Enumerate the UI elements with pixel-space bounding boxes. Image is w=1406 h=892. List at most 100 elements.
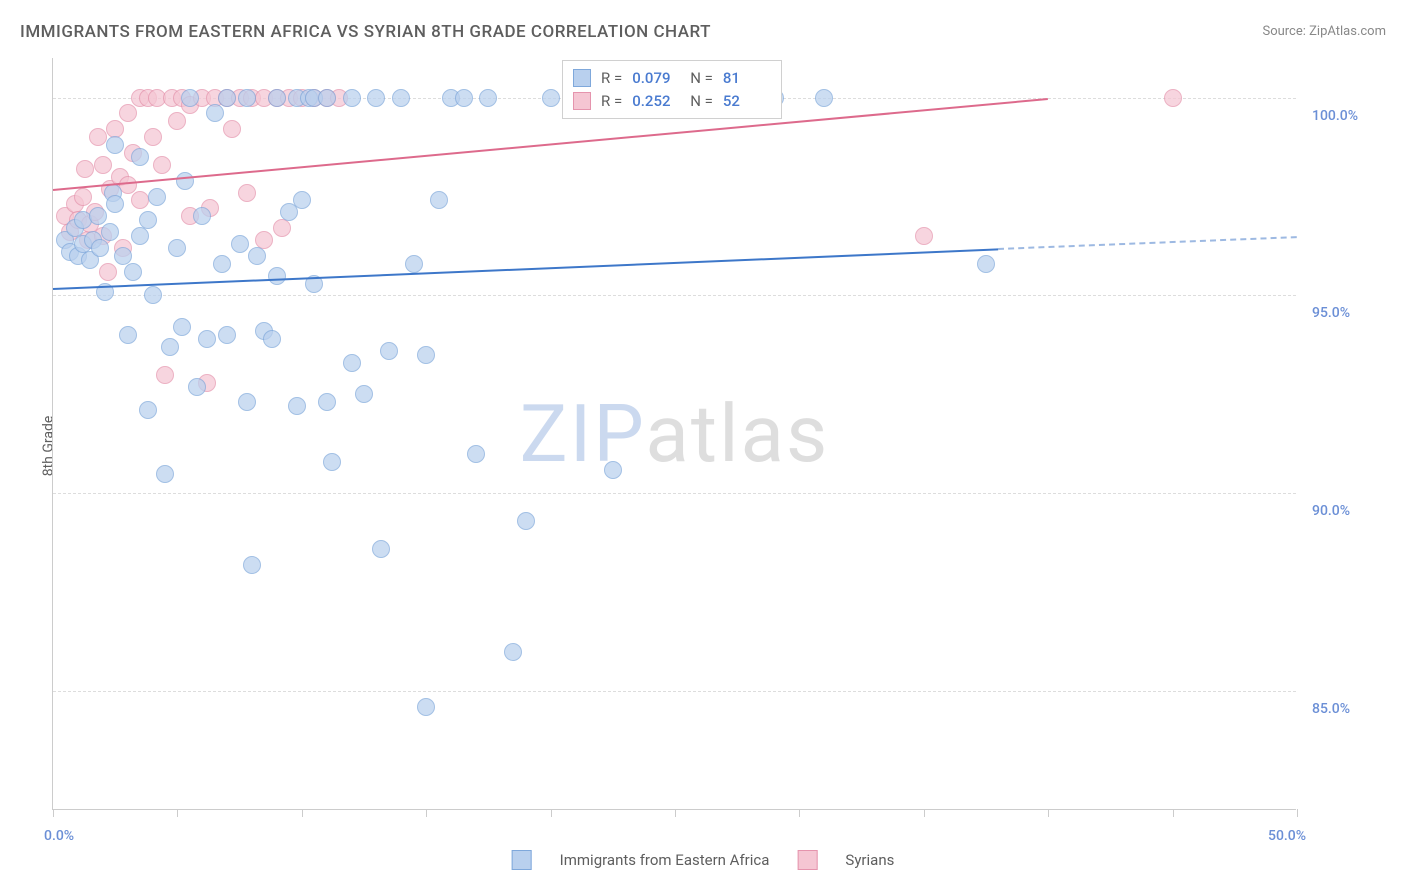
x-tick (1173, 809, 1174, 817)
scatter-marker (417, 698, 435, 716)
scatter-marker (288, 397, 306, 415)
scatter-marker (156, 465, 174, 483)
scatter-marker (323, 453, 341, 471)
scatter-marker (94, 156, 112, 174)
scatter-marker (99, 263, 117, 281)
legend-label-syrians: Syrians (845, 851, 894, 869)
scatter-marker (144, 128, 162, 146)
scatter-marker (119, 326, 137, 344)
scatter-marker (243, 556, 261, 574)
x-tick (675, 809, 676, 817)
scatter-marker (405, 255, 423, 273)
gridline (53, 493, 1296, 494)
scatter-marker (119, 104, 137, 122)
scatter-marker (198, 330, 216, 348)
scatter-marker (318, 393, 336, 411)
scatter-marker (915, 227, 933, 245)
scatter-marker (131, 227, 149, 245)
scatter-marker (161, 338, 179, 356)
stat-n-value: 52 (723, 90, 771, 113)
x-tick (924, 809, 925, 817)
scatter-marker (139, 401, 157, 419)
scatter-marker (193, 207, 211, 225)
x-tick (302, 809, 303, 817)
scatter-marker (815, 89, 833, 107)
scatter-marker (417, 346, 435, 364)
x-tick-label: 0.0% (44, 828, 74, 844)
legend-swatch-eastern-africa (512, 850, 532, 870)
x-tick (1297, 809, 1298, 817)
x-tick (551, 809, 552, 817)
x-tick (177, 809, 178, 817)
y-tick-label: 100.0% (1312, 108, 1358, 124)
stat-r-value: 0.079 (632, 67, 680, 90)
scatter-marker (223, 120, 241, 138)
stat-n-label: N = (690, 90, 713, 113)
scatter-marker (131, 191, 149, 209)
scatter-marker (977, 255, 995, 273)
stats-box: R =0.079N =81R =0.252N =52 (562, 60, 782, 119)
scatter-marker (372, 540, 390, 558)
scatter-marker (188, 378, 206, 396)
scatter-marker (238, 393, 256, 411)
stats-swatch (573, 69, 591, 87)
scatter-marker (430, 191, 448, 209)
scatter-marker (218, 89, 236, 107)
scatter-marker (467, 445, 485, 463)
source-value: ZipAtlas.com (1309, 24, 1386, 39)
scatter-marker (1164, 89, 1182, 107)
scatter-marker (76, 160, 94, 178)
scatter-marker (74, 188, 92, 206)
scatter-marker (206, 104, 224, 122)
trend-line (53, 98, 1048, 191)
x-tick (53, 809, 54, 817)
scatter-marker (504, 643, 522, 661)
scatter-marker (176, 172, 194, 190)
gridline (53, 691, 1296, 692)
scatter-marker (318, 89, 336, 107)
scatter-marker (89, 128, 107, 146)
scatter-marker (91, 239, 109, 257)
gridline (53, 295, 1296, 296)
scatter-marker (455, 89, 473, 107)
scatter-marker (517, 512, 535, 530)
scatter-marker (293, 191, 311, 209)
scatter-marker (479, 89, 497, 107)
scatter-marker (248, 247, 266, 265)
x-tick-label: 50.0% (1268, 828, 1306, 844)
scatter-marker (343, 89, 361, 107)
scatter-marker (343, 354, 361, 372)
scatter-marker (181, 89, 199, 107)
scatter-marker (89, 207, 107, 225)
y-tick-label: 90.0% (1312, 503, 1350, 519)
scatter-marker (173, 318, 191, 336)
scatter-marker (139, 211, 157, 229)
scatter-marker (153, 156, 171, 174)
scatter-marker (148, 188, 166, 206)
stat-r-label: R = (601, 67, 622, 90)
scatter-marker (238, 89, 256, 107)
scatter-marker (101, 223, 119, 241)
scatter-marker (238, 184, 256, 202)
scatter-marker (367, 89, 385, 107)
scatter-marker (268, 267, 286, 285)
scatter-marker (392, 89, 410, 107)
scatter-marker (542, 89, 560, 107)
scatter-marker (124, 263, 142, 281)
scatter-marker (213, 255, 231, 273)
scatter-marker (355, 385, 373, 403)
scatter-marker (131, 148, 149, 166)
scatter-marker (106, 136, 124, 154)
x-tick (426, 809, 427, 817)
trend-line (53, 248, 999, 290)
scatter-marker (156, 366, 174, 384)
y-tick-label: 95.0% (1312, 305, 1350, 321)
stat-n-value: 81 (723, 67, 771, 90)
legend-label-eastern-africa: Immigrants from Eastern Africa (560, 851, 770, 869)
stats-row: R =0.252N =52 (573, 90, 771, 113)
bottom-legend: Immigrants from Eastern Africa Syrians (512, 850, 895, 870)
scatter-marker (268, 89, 286, 107)
scatter-marker (144, 286, 162, 304)
scatter-marker (168, 112, 186, 130)
chart-title: IMMIGRANTS FROM EASTERN AFRICA VS SYRIAN… (20, 22, 711, 42)
